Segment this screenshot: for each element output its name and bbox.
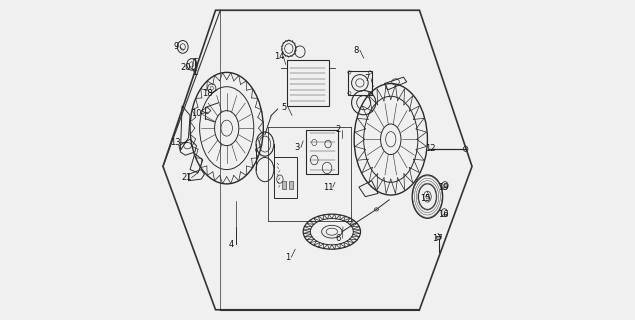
Text: 2: 2: [335, 125, 341, 134]
Text: 15: 15: [420, 194, 431, 203]
Text: 1: 1: [284, 253, 290, 262]
Bar: [306, 130, 338, 174]
Bar: [274, 157, 297, 198]
Text: 16: 16: [438, 210, 449, 219]
Text: 5: 5: [281, 103, 286, 112]
Bar: [348, 71, 371, 95]
Text: 7: 7: [364, 74, 370, 83]
Ellipse shape: [436, 236, 441, 240]
Text: 10: 10: [191, 109, 202, 118]
Text: 19: 19: [438, 183, 448, 192]
Text: 11: 11: [323, 183, 334, 192]
Text: 9: 9: [173, 42, 178, 52]
Text: 4: 4: [229, 240, 234, 249]
Text: 8: 8: [353, 45, 358, 55]
Text: 20: 20: [180, 63, 190, 72]
Bar: [283, 181, 286, 189]
Text: 3: 3: [294, 143, 300, 152]
Bar: [289, 181, 293, 189]
Bar: [287, 60, 329, 106]
Text: 18: 18: [203, 89, 213, 98]
Text: 14: 14: [274, 52, 284, 61]
Text: 12: 12: [425, 144, 436, 153]
Text: 6: 6: [335, 234, 341, 243]
Text: 17: 17: [432, 234, 443, 243]
Text: 13: 13: [170, 138, 181, 147]
Text: 21: 21: [182, 173, 192, 182]
